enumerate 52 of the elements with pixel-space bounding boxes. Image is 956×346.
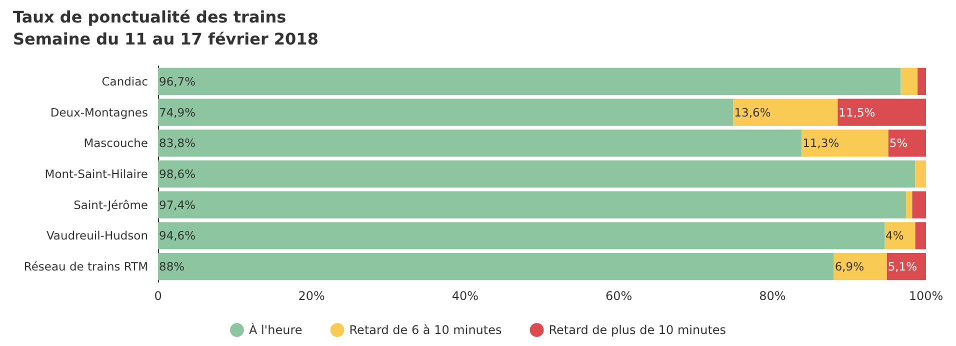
y-tick-label: Mont-Saint-Hilaire (44, 167, 148, 181)
legend-label: Retard de plus de 10 minutes (548, 323, 726, 337)
x-tick-label: 80% (759, 289, 786, 303)
x-tick-label: 100% (908, 289, 944, 303)
data-label: 5,1% (888, 260, 918, 274)
bar (915, 222, 926, 250)
data-label: 11,3% (802, 136, 840, 150)
data-label: 88% (159, 260, 185, 274)
bar (888, 130, 926, 157)
bar (900, 68, 918, 96)
bar (884, 222, 916, 250)
bar (915, 160, 926, 188)
y-tick-label: Réseau de trains RTM (24, 260, 148, 274)
data-label: 96,7% (159, 74, 196, 88)
bar (886, 252, 926, 280)
bar (158, 130, 802, 157)
chart-title: Taux de ponctualité des trains (13, 8, 286, 26)
bar (158, 222, 885, 250)
bar (918, 68, 926, 96)
bar (158, 98, 734, 126)
x-tick-label: 20% (298, 289, 325, 303)
y-tick-label: Deux-Montagnes (50, 105, 148, 120)
y-tick-label: Mascouche (84, 136, 148, 150)
bar (158, 160, 916, 188)
x-tick-label: 40% (452, 289, 479, 303)
bar (158, 252, 834, 280)
data-label: 13,6% (734, 105, 771, 120)
bar (834, 252, 887, 280)
data-label: 6,9% (834, 260, 864, 274)
legend-label: Retard de 6 à 10 minutes (349, 323, 502, 337)
bar (906, 191, 912, 218)
legend-label: À l'heure (248, 322, 302, 337)
data-label: 94,6% (159, 228, 196, 243)
bar (912, 191, 926, 218)
data-label: 74,9% (159, 105, 196, 120)
bar (158, 68, 901, 96)
x-tick-label: 60% (605, 289, 632, 303)
data-label: 11,5% (838, 105, 876, 120)
x-tick-label: 0 (154, 289, 162, 303)
bar (802, 130, 888, 157)
data-label: 97,4% (159, 198, 196, 212)
chart-subtitle: Semaine du 11 au 17 février 2018 (13, 30, 318, 48)
data-label: 83,8% (159, 136, 196, 150)
y-tick-label: Saint-Jérôme (74, 198, 148, 212)
bar (158, 191, 906, 218)
data-label: 5% (889, 136, 908, 150)
y-tick-label: Vaudreuil-Hudson (46, 228, 148, 243)
y-tick-label: Candiac (102, 74, 148, 88)
data-label: 4% (886, 228, 904, 243)
bar (733, 98, 838, 126)
data-label: 98,6% (159, 167, 196, 181)
bar (838, 98, 926, 126)
